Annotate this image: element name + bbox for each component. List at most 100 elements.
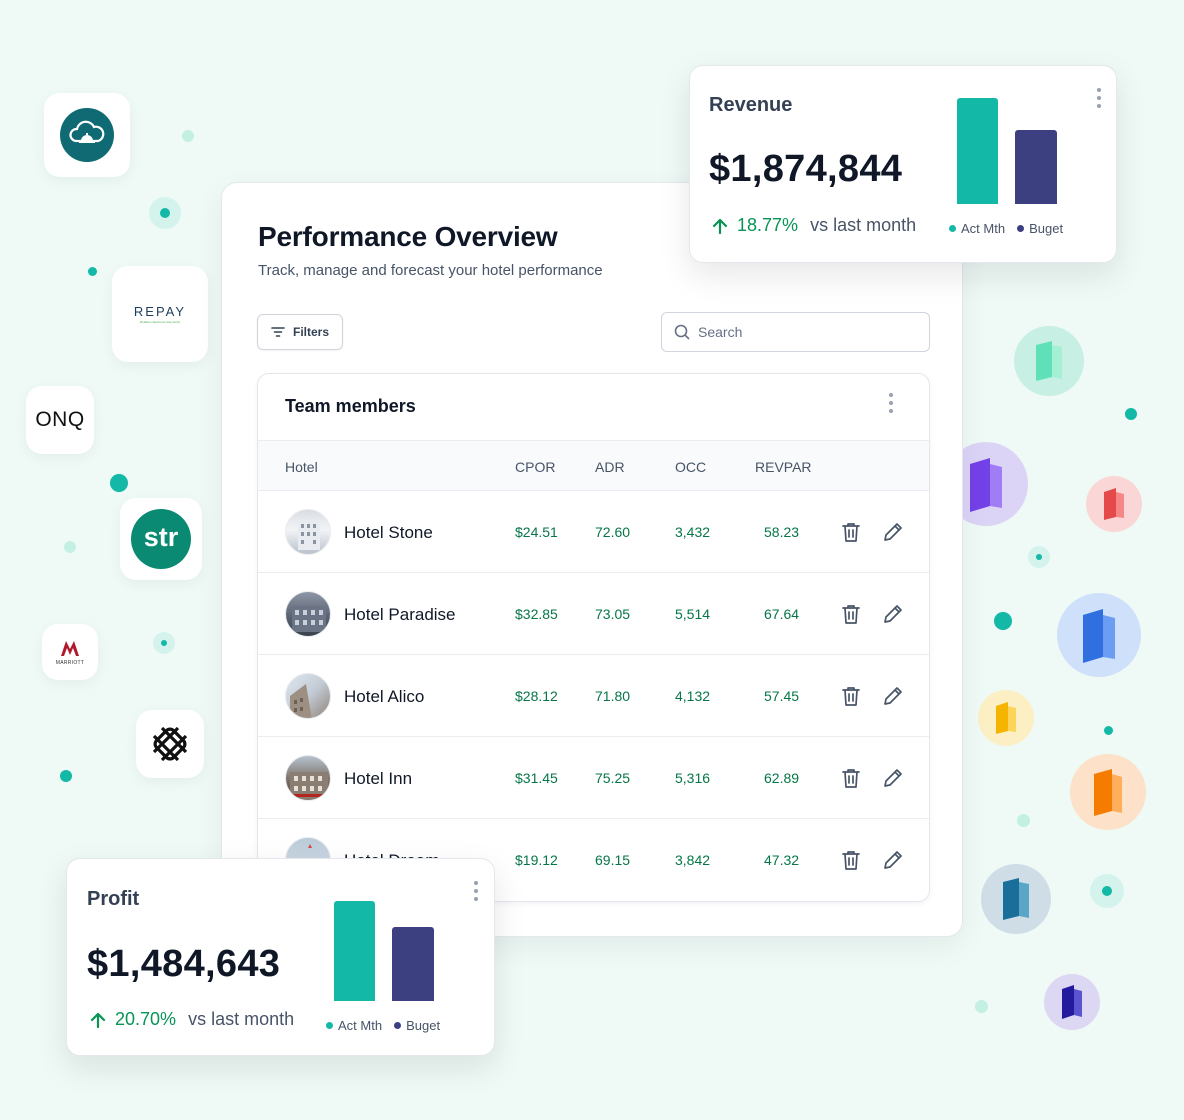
legend-swatch — [394, 1022, 402, 1029]
column-header-occ[interactable]: OCC — [675, 459, 707, 475]
profit-change-label: vs last month — [188, 1009, 295, 1029]
cpor-value: $31.45 — [515, 770, 558, 786]
revenue-value: $1,874,844 — [709, 148, 903, 190]
pencil-icon[interactable] — [880, 519, 906, 545]
door-integration-red[interactable] — [1086, 476, 1142, 532]
marriott-logo-tile[interactable]: MARRIOTT — [42, 624, 98, 680]
door-integration-teal[interactable] — [1014, 326, 1084, 396]
search-icon — [674, 324, 690, 340]
page-title: Performance Overview — [258, 221, 558, 252]
page-subtitle: Track, manage and forecast your hotel pe… — [258, 262, 603, 279]
legend-swatch — [326, 1022, 333, 1029]
door-integration-orange[interactable] — [1070, 754, 1146, 830]
door-icon — [1036, 341, 1062, 381]
door-integration-steel[interactable] — [981, 864, 1051, 934]
door-icon — [970, 458, 1002, 512]
revenue-card: Revenue $1,874,844 18.77% vs last month … — [689, 65, 1117, 263]
decor-dot — [110, 474, 128, 492]
revenue-change-label: vs last month — [810, 215, 917, 235]
decor-dot — [1125, 408, 1137, 420]
dots-vertical-icon[interactable] — [466, 879, 486, 903]
pencil-icon[interactable] — [880, 765, 906, 791]
door-integration-yellow[interactable] — [978, 690, 1034, 746]
str-logo-text: str — [143, 522, 179, 552]
hotel-name: Hotel Stone — [344, 523, 433, 542]
hotel-name: Hotel Alico — [344, 687, 425, 706]
door-icon — [1083, 609, 1115, 663]
repay-logo-text: REPAY — [133, 304, 187, 319]
dots-vertical-icon[interactable] — [881, 391, 901, 415]
cpor-value: $19.12 — [515, 852, 558, 868]
revpar-value: 47.32 — [764, 852, 800, 868]
arrow-up-icon — [90, 1012, 106, 1028]
revenue-bar-act-mth — [957, 98, 998, 204]
onq-logo-tile[interactable]: ONQ — [26, 386, 94, 454]
decor-dot — [1090, 874, 1124, 908]
revenue-legend: Act Mth Buget — [949, 221, 1063, 236]
filters-button[interactable]: Filters — [257, 314, 343, 350]
table-row[interactable]: Hotel Alico $28.12 71.80 4,132 57.45 — [258, 655, 929, 737]
hotel-avatar — [285, 591, 331, 637]
profit-change-percent: 20.70% — [115, 1009, 177, 1029]
decor-dot — [1028, 546, 1050, 568]
str-logo-tile[interactable]: str — [120, 498, 202, 580]
cpor-value: $24.51 — [515, 524, 558, 540]
door-icon — [1003, 878, 1029, 920]
occ-value: 4,132 — [675, 688, 711, 704]
search-input[interactable] — [698, 324, 898, 340]
cloud-bell-logo-tile[interactable] — [44, 93, 130, 177]
revenue-change: 18.77% vs last month — [711, 215, 916, 236]
profit-card: Profit $1,484,643 20.70% vs last month A… — [66, 858, 495, 1056]
lattice-logo-tile[interactable] — [136, 710, 204, 778]
occ-value: 3,842 — [675, 852, 711, 868]
column-header-hotel[interactable]: Hotel — [285, 459, 318, 475]
trash-icon[interactable] — [838, 519, 864, 545]
table-row[interactable]: Hotel Inn $31.45 75.25 5,316 62.89 — [258, 737, 929, 819]
trash-icon[interactable] — [838, 683, 864, 709]
profit-value: $1,484,643 — [87, 943, 281, 985]
dots-vertical-icon[interactable] — [1089, 86, 1109, 110]
occ-value: 5,514 — [675, 606, 711, 622]
door-icon — [1062, 985, 1082, 1019]
occ-value: 3,432 — [675, 524, 711, 540]
search-field[interactable] — [661, 312, 930, 352]
performance-overview-card: Performance Overview Track, manage and f… — [221, 182, 963, 937]
table-row[interactable]: Hotel Stone $24.51 72.60 3,432 58.23 — [258, 491, 929, 573]
adr-value: 75.25 — [595, 770, 631, 786]
table-title: Team members — [285, 396, 416, 416]
adr-value: 72.60 — [595, 524, 631, 540]
decor-dot — [149, 197, 181, 229]
pencil-icon[interactable] — [880, 601, 906, 627]
hotel-avatar — [285, 755, 331, 801]
revpar-value: 58.23 — [764, 524, 800, 540]
legend-label: Buget — [406, 1018, 441, 1033]
pencil-icon[interactable] — [880, 847, 906, 873]
revpar-value: 57.45 — [764, 688, 800, 704]
column-header-adr[interactable]: ADR — [595, 459, 625, 475]
trash-icon[interactable] — [838, 847, 864, 873]
door-icon — [996, 702, 1016, 734]
door-icon — [1094, 769, 1122, 816]
column-header-revpar[interactable]: REVPAR — [755, 459, 812, 475]
hotel-avatar — [285, 673, 331, 719]
marriott-logo: MARRIOTT — [56, 639, 85, 666]
adr-value: 71.80 — [595, 688, 631, 704]
profit-title: Profit — [87, 888, 140, 910]
adr-value: 69.15 — [595, 852, 631, 868]
column-header-cpor[interactable]: CPOR — [515, 459, 556, 475]
decor-dot — [1104, 726, 1113, 735]
hotel-avatar — [285, 509, 331, 555]
pencil-icon[interactable] — [880, 683, 906, 709]
door-integration-blue[interactable] — [1057, 593, 1141, 677]
decor-dot — [60, 770, 72, 782]
repay-logo-tile[interactable]: REPAY Realtime Electronic Payments — [112, 266, 208, 362]
team-members-table: Team members Hotel CPOR ADR OCC REVPAR H… — [257, 373, 930, 902]
marriott-m-icon — [60, 640, 79, 656]
trash-icon[interactable] — [838, 601, 864, 627]
marriott-logo-text: MARRIOTT — [55, 659, 85, 666]
door-integration-navy[interactable] — [1044, 974, 1100, 1030]
table-row[interactable]: Hotel Paradise $32.85 73.05 5,514 67.64 — [258, 573, 929, 655]
decor-dot — [1017, 814, 1030, 827]
trash-icon[interactable] — [838, 765, 864, 791]
filter-lines-icon — [271, 327, 285, 337]
